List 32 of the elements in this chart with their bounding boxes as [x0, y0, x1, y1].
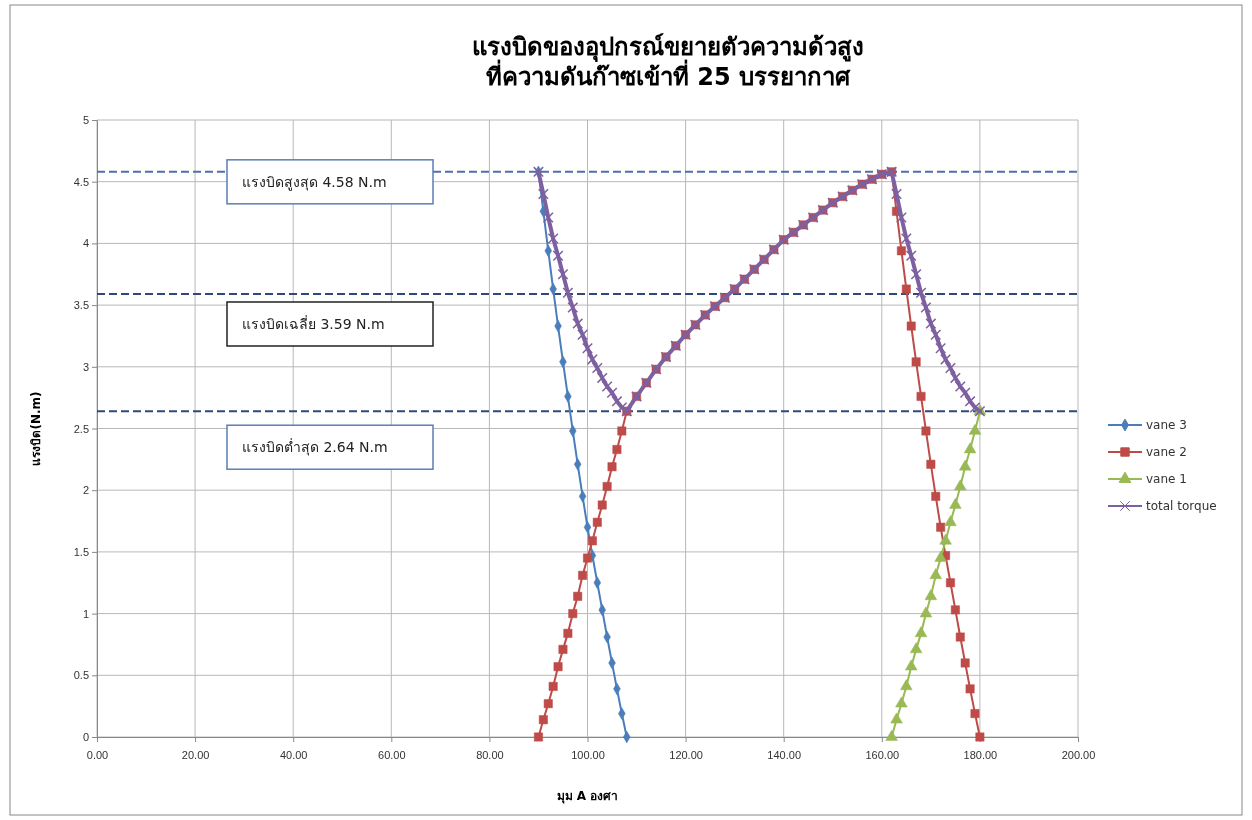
legend-label: vane 1	[1146, 472, 1187, 486]
x-tick-label: 40.00	[279, 749, 308, 762]
legend-label: total torque	[1146, 499, 1217, 513]
x-tick-label: 100.00	[571, 749, 605, 762]
y-tick-label: 2	[82, 484, 89, 497]
y-axis-title: แรงบิด(N.m)	[29, 391, 43, 466]
y-tick-label: 2.5	[73, 422, 89, 435]
x-tick-label: 20.00	[181, 749, 210, 762]
x-tick-label: 180.00	[963, 749, 998, 762]
legend-label: vane 3	[1146, 418, 1187, 432]
y-tick-label: 0.5	[73, 669, 89, 682]
legend-label: vane 2	[1146, 445, 1187, 459]
y-tick-label: 3.5	[73, 299, 89, 312]
chart-title: แรงบิดของอุปกรณ์ขยายตัวความด้วสูง ที่ความดันก๊าซเข้าที่ 25 บรรยากาศ	[472, 33, 864, 91]
x-tick-label: 0.00	[86, 749, 109, 762]
x-tick-label: 120.00	[669, 749, 703, 762]
x-axis-title: มุม A องศา	[556, 789, 619, 804]
x-tick-label: 160.00	[865, 749, 900, 762]
x-tick-label: 80.00	[476, 749, 504, 762]
y-tick-label: 1.5	[73, 545, 89, 558]
y-tick-label: 4.5	[73, 175, 89, 188]
y-tick-label: 0	[82, 731, 89, 744]
ref-line-label: แรงบิดต่ำสุด 2.64 N.m	[242, 438, 388, 457]
x-tick-label: 60.00	[378, 749, 406, 762]
x-tick-label: 200.00	[1061, 749, 1096, 762]
y-tick-label: 4	[82, 237, 89, 250]
ref-line-label: แรงบิดเฉลี่ย 3.59 N.m	[242, 314, 385, 332]
y-tick-label: 5	[82, 114, 89, 127]
y-tick-label: 1	[82, 607, 89, 620]
x-tick-label: 140.00	[767, 749, 802, 762]
y-tick-label: 3	[82, 360, 89, 373]
ref-line-label: แรงบิดสูงสุด 4.58 N.m	[242, 173, 387, 191]
